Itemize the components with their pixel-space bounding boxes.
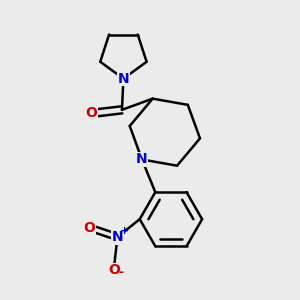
Text: O: O: [109, 263, 120, 277]
Text: -: -: [118, 266, 124, 279]
Text: N: N: [112, 230, 123, 244]
Text: O: O: [83, 221, 95, 235]
Text: +: +: [120, 226, 129, 236]
Text: N: N: [118, 72, 129, 86]
Text: O: O: [85, 106, 97, 120]
Text: N: N: [136, 152, 148, 167]
